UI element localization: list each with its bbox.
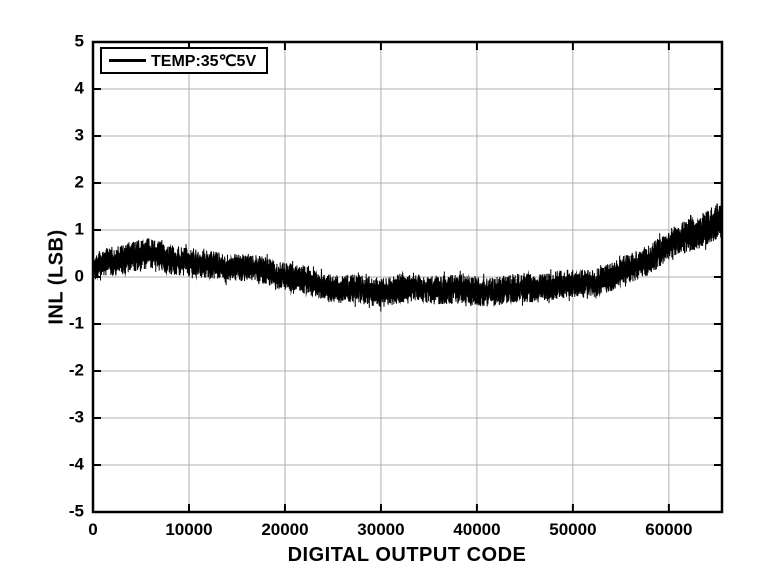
y-axis-label: INL (LSB) xyxy=(45,229,68,325)
legend-label: TEMP:35℃5V xyxy=(151,52,257,70)
legend-line-sample-icon xyxy=(109,59,146,62)
legend: TEMP:35℃5V xyxy=(100,47,269,74)
x-axis-label: DIGITAL OUTPUT CODE xyxy=(287,544,527,566)
